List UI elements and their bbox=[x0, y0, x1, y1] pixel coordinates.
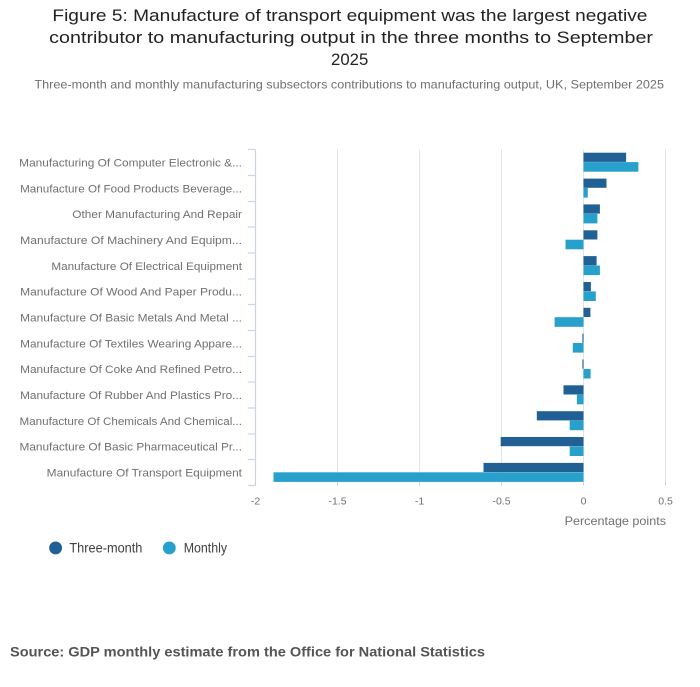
svg-text:0: 0 bbox=[581, 495, 587, 507]
svg-text:Manufacture Of Textiles Wearin: Manufacture Of Textiles Wearing Appare..… bbox=[20, 338, 242, 350]
svg-text:-1.5: -1.5 bbox=[328, 495, 346, 507]
svg-text:Monthly: Monthly bbox=[184, 539, 227, 555]
svg-text:Figure 5: Manufacture of trans: Figure 5: Manufacture of transport equip… bbox=[52, 7, 647, 25]
svg-text:Manufacture Of Electrical Equi: Manufacture Of Electrical Equipment bbox=[51, 261, 242, 273]
svg-text:-0.5: -0.5 bbox=[492, 495, 510, 507]
svg-text:Manufacture Of Wood And Paper: Manufacture Of Wood And Paper Produ... bbox=[20, 287, 242, 299]
svg-text:Manufacture Of Rubber And Plas: Manufacture Of Rubber And Plastics Pro..… bbox=[20, 390, 242, 402]
svg-text:Manufacture Of Transport Equip: Manufacture Of Transport Equipment bbox=[47, 468, 242, 480]
svg-text:2025: 2025 bbox=[331, 51, 368, 69]
svg-text:0.5: 0.5 bbox=[658, 495, 673, 507]
svg-text:Three-month: Three-month bbox=[69, 539, 142, 555]
svg-text:Manufacture Of Basic Pharmaceu: Manufacture Of Basic Pharmaceutical Pr..… bbox=[20, 442, 243, 454]
svg-text:Manufacture Of Coke And Refine: Manufacture Of Coke And Refined Petro... bbox=[20, 364, 242, 376]
svg-text:Percentage points: Percentage points bbox=[565, 514, 666, 528]
svg-text:Manufacture Of Chemicals And C: Manufacture Of Chemicals And Chemical... bbox=[20, 416, 242, 428]
svg-text:Source: GDP monthly estimate f: Source: GDP monthly estimate from the Of… bbox=[10, 645, 485, 660]
svg-text:contributor to manufacturing o: contributor to manufacturing output in t… bbox=[49, 29, 653, 47]
svg-text:Three-month and monthly manufa: Three-month and monthly manufacturing su… bbox=[34, 78, 664, 92]
svg-text:Other Manufacturing And Repair: Other Manufacturing And Repair bbox=[72, 209, 242, 221]
svg-text:Manufacture Of Machinery And E: Manufacture Of Machinery And Equipm... bbox=[20, 235, 242, 247]
svg-text:Manufacturing Of Computer Elec: Manufacturing Of Computer Electronic &..… bbox=[19, 157, 242, 169]
svg-text:-1: -1 bbox=[415, 495, 424, 507]
svg-text:-2: -2 bbox=[251, 495, 260, 507]
svg-text:Manufacture Of Basic Metals An: Manufacture Of Basic Metals And Metal ..… bbox=[20, 313, 242, 325]
svg-text:Manufacture Of Food Products B: Manufacture Of Food Products Beverage... bbox=[20, 183, 242, 195]
